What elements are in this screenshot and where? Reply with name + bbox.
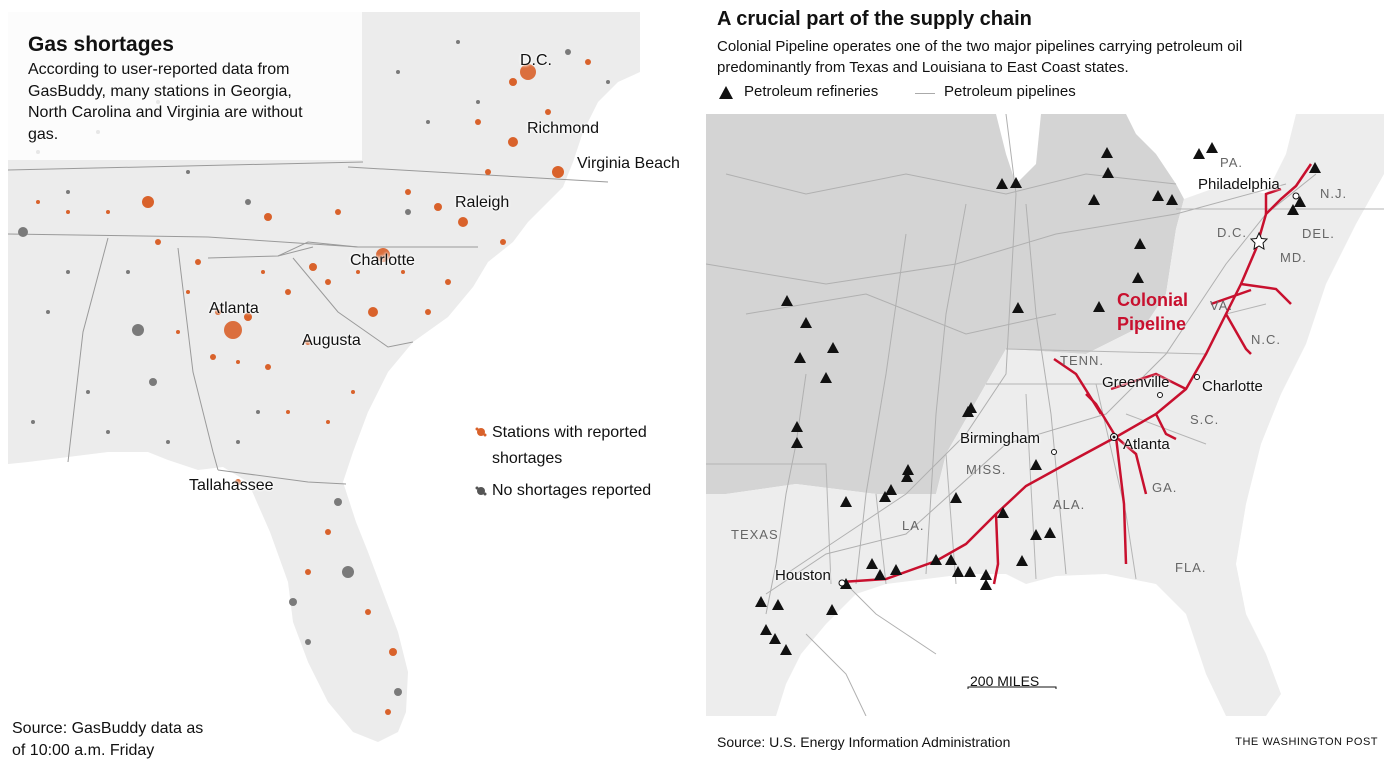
city-label-atlanta: Atlanta [209,300,259,317]
scale-label: 200 MILES [970,673,1040,689]
legend-shortage-label: Stations with reported shortages [492,424,647,467]
left-map-source: Source: GasBuddy data as of 10:00 a.m. F… [12,720,204,759]
city-label-atlanta-r: Atlanta [1123,436,1170,453]
city-label-charlotte: Charlotte [350,252,415,269]
city-label-raleigh: Raleigh [455,194,510,211]
pipeline-legend-label: Petroleum pipelines [944,83,1076,100]
state-label-miss: MISS. [966,462,1007,477]
left-map-description: According to user-reported data from Gas… [28,61,303,143]
city-label-virginia-beach: Virginia Beach [577,155,680,172]
colonial-pipeline-lines [840,163,1313,585]
city-label-houston: Houston [775,567,831,584]
no-shortage-dots [18,40,610,696]
atlanta-dot [1112,435,1116,439]
land-mass [8,12,640,742]
state-label-pa: PA. [1220,155,1243,170]
state-label-nj: N.J. [1320,186,1348,201]
colonial-pipeline-label: Colonial Pipeline [1117,290,1188,334]
dc-star-icon [1249,231,1269,250]
city-label-birmingham: Birmingham [960,430,1041,447]
state-label-la: LA. [902,518,925,533]
city-label-philadelphia: Philadelphia [1198,176,1280,193]
shortage-dots [36,59,591,715]
state-label-nc: N.C. [1251,332,1281,347]
right-map-description: Colonial Pipeline operates one of the tw… [717,38,1243,76]
state-label-ga: GA. [1152,480,1178,495]
city-label-richmond: Richmond [527,120,600,137]
pipeline-legend-line [915,93,935,94]
right-map-source: Source: U.S. Energy Information Administ… [717,734,1011,750]
city-label-augusta: Augusta [302,332,361,349]
credit-line: THE WASHINGTON POST [1235,736,1378,748]
city-label-greenville: Greenville [1102,374,1170,391]
state-label-ala: ALA. [1053,497,1086,512]
state-label-va: VA. [1210,298,1233,313]
refinery-legend-icon [719,86,733,99]
right-map-title: A crucial part of the supply chain [717,8,1032,30]
city-label-dc: D.C. [520,52,552,69]
state-label-fla: FLA. [1175,560,1207,575]
right-map-svg [706,114,1384,716]
state-label-sc: S.C. [1190,412,1220,427]
city-label-tallahassee: Tallahassee [189,477,274,494]
city-label-charlotte-r: Charlotte [1202,378,1263,395]
state-label-del: DEL. [1302,226,1335,241]
refinery-legend-label: Petroleum refineries [744,83,879,100]
dark-land [706,114,1184,494]
left-map-title: Gas shortages [28,33,174,56]
refinery-markers [755,142,1321,655]
state-label-dc: D.C. [1217,225,1247,240]
legend-no-shortage-icon [474,484,488,498]
lake-michigan [1006,114,1036,184]
scale-bar-line [967,686,1057,689]
legend-shortage-icon [474,425,488,439]
left-title-box [8,12,362,160]
other-pipelines [706,114,1317,716]
legend-no-shortage-label: No shortages reported [492,482,652,499]
state-label-md: MD. [1280,250,1307,265]
right-map [706,114,1384,716]
state-label-texas: TEXAS [731,527,779,542]
state-label-tenn: TENN. [1060,353,1104,368]
